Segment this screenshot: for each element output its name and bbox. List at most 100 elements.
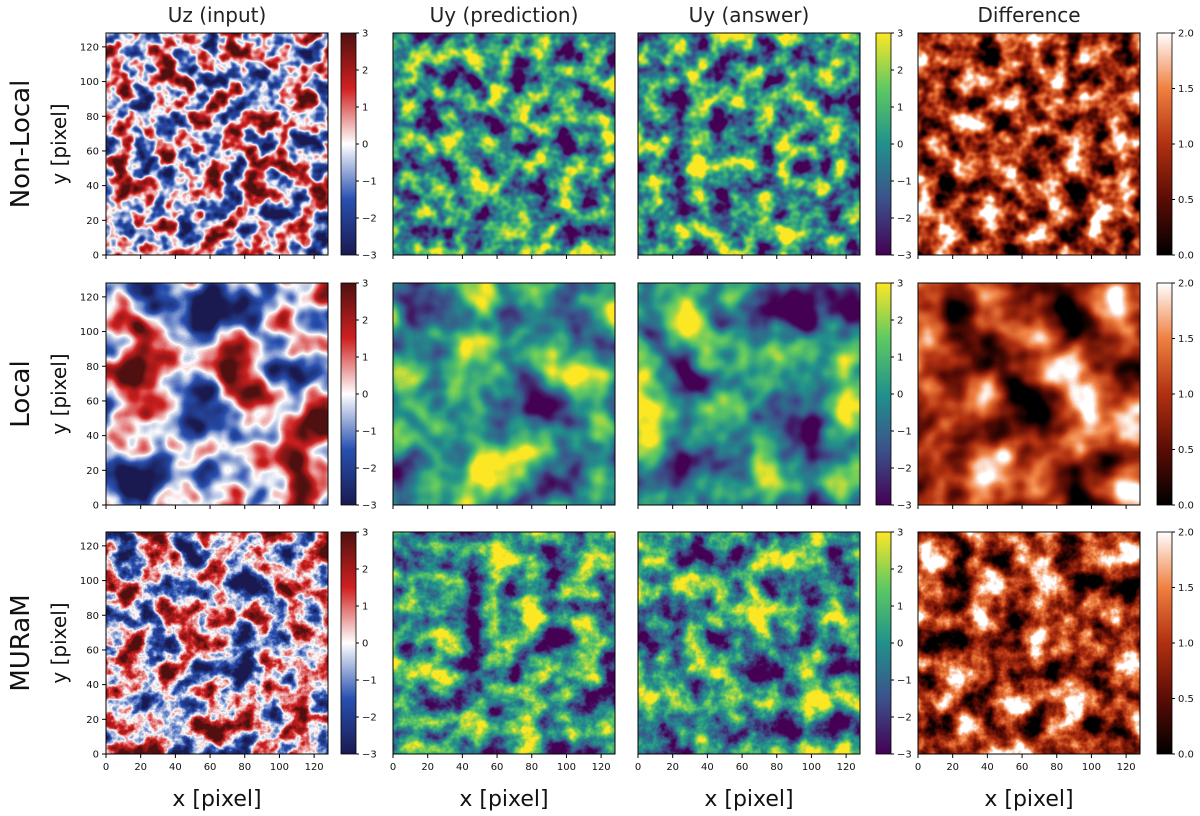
panel-frame [392,282,616,506]
heatmap-image [393,33,615,255]
colorbar-difference-local: 0.0 0.5 1.0 1.5 2.0 [1156,279,1194,512]
colorbar-gradient [1156,32,1173,256]
colorbar-tick-label: −2 [897,713,912,724]
x-tick-label: 60 [204,762,217,773]
colorbar-tick-label: 2.0 [1178,29,1194,40]
x-tick-label: 120 [305,762,324,773]
panel-muram-uy-answer: 0 20 40 60 80 100 120 [635,531,861,773]
y-tick-label: 100 [80,576,99,587]
x-axis-label: x [pixel] [172,787,261,812]
panel-local-uy-answer [637,282,861,509]
colorbar-tick-label: −2 [362,713,377,724]
colorbar-tick-label: 0.5 [1178,445,1194,456]
colorbar-tick-label: −2 [897,214,912,225]
colorbar-tick-label: −1 [362,177,377,188]
colorbar-tick-label: −1 [897,676,912,687]
x-axis-label: x [pixel] [984,787,1073,812]
y-tick-label: 80 [86,362,99,373]
panel-non-local-uz-input: 0 20 40 60 80 100 120 [80,32,329,262]
x-tick-label: 80 [770,762,783,773]
colorbar-tick-label: −3 [897,501,912,512]
y-tick-label: 80 [86,611,99,622]
colorbar-tick-label: 1 [897,353,903,364]
y-tick-label: 40 [86,680,99,691]
colorbar-tick-label: −3 [362,501,377,512]
heatmap-image [918,33,1140,255]
heatmap-image [393,283,615,505]
y-tick-label: 120 [80,42,99,53]
colorbar-tick-label: 1 [362,353,368,364]
colorbar-gradient [340,32,357,256]
colorbar-gradient [875,32,892,256]
x-tick-label: 40 [169,762,182,773]
colorbar-tick-label: 2 [362,66,368,77]
panel-frame [917,32,1141,256]
row-title-local: Local [6,360,36,427]
colorbar-tick-label: −3 [897,750,912,761]
y-tick-label: 20 [86,466,99,477]
panel-non-local-uy-answer [637,32,861,259]
y-tick-label: 20 [86,216,99,227]
colorbar-tick-label: 0 [362,140,368,151]
y-tick-label: 0 [93,251,99,262]
colorbar-tick-label: −3 [362,251,377,262]
x-tick-label: 60 [491,762,504,773]
colorbar-input-non-local: −3 −2 −1 0 1 2 3 [340,29,377,262]
colorbar-tick-label: 0 [897,639,903,650]
x-tick-label: 120 [592,762,611,773]
row-title-muram: MURaM [6,594,36,691]
colorbar-tick-label: −1 [897,427,912,438]
x-tick-label: 120 [1117,762,1136,773]
y-tick-label: 100 [80,327,99,338]
colorbar-input-muram: −3 −2 −1 0 1 2 3 [340,528,377,761]
colorbar-tick-label: 3 [362,279,368,290]
colorbar-tick-label: 1.0 [1178,390,1194,401]
heatmap-image [106,283,328,505]
x-axis-label: x [pixel] [704,787,793,812]
panel-muram-difference: 0 20 40 60 80 100 120 [915,531,1141,773]
column-title-uy-answer: Uy (answer) [689,3,810,27]
panel-frame [917,531,1141,755]
x-tick-label: 60 [736,762,749,773]
colorbar-tick-label: 0 [897,140,903,151]
x-tick-label: 100 [557,762,576,773]
panel-muram-uy-prediction: 0 20 40 60 80 100 120 [390,531,616,773]
panel-frame [392,32,616,256]
panel-muram-uz-input: 0 20 40 60 80 100 120 0 20 40 60 80 100 120 [80,531,329,773]
colorbar-difference-muram: 0.0 0.5 1.0 1.5 2.0 [1156,528,1194,761]
x-tick-label: 60 [1016,762,1029,773]
colorbar-tick-label: 0 [362,639,368,650]
heatmap-image [638,33,860,255]
x-tick-label: 100 [1082,762,1101,773]
colorbar-gradient [875,531,892,755]
heatmap-image [638,283,860,505]
panel-frame [392,531,616,755]
colorbar-tick-label: 0.5 [1178,195,1194,206]
x-tick-label: 20 [666,762,679,773]
colorbar-tick-label: −3 [362,750,377,761]
y-tick-label: 60 [86,146,99,157]
colorbar-tick-label: 0.0 [1178,501,1194,512]
y-tick-label: 0 [93,501,99,512]
y-tick-label: 120 [80,541,99,552]
colorbar-tick-label: −3 [897,251,912,262]
heatmap-image [918,283,1140,505]
panel-local-uy-prediction [392,282,616,509]
colorbar-tick-label: 0.0 [1178,251,1194,262]
heatmap-image [106,532,328,754]
x-tick-label: 80 [525,762,538,773]
panel-frame [637,32,861,256]
x-tick-label: 0 [635,762,641,773]
panel-frame [105,531,329,755]
colorbar-tick-label: 0.0 [1178,750,1194,761]
colorbar-gradient [875,282,892,506]
colorbar-difference-non-local: 0.0 0.5 1.0 1.5 2.0 [1156,29,1194,262]
colorbar-velocity-muram: −3 −2 −1 0 1 2 3 [875,528,912,761]
x-tick-label: 100 [270,762,289,773]
panel-local-difference [917,282,1141,509]
y-tick-label: 60 [86,396,99,407]
x-tick-label: 100 [802,762,821,773]
panel-non-local-uy-prediction [392,32,616,259]
x-tick-label: 40 [456,762,469,773]
